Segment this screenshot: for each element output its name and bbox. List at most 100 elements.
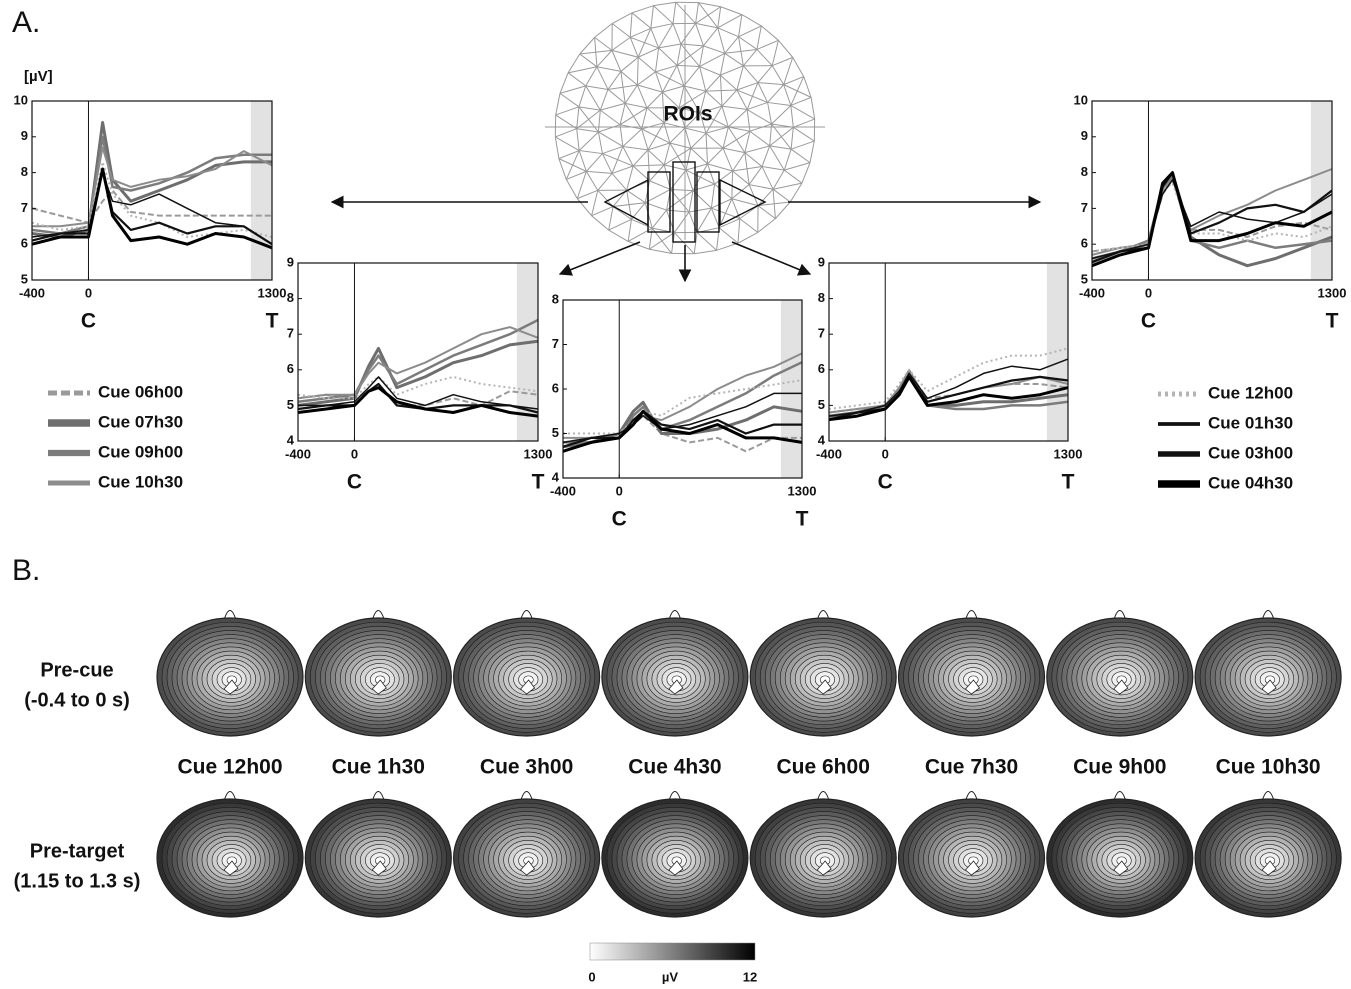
row-sublabel: (1.15 to 1.3 s) (14, 870, 141, 892)
mesh-line (733, 171, 750, 185)
mesh-line (625, 103, 642, 129)
colorbar-min: 0 (588, 969, 595, 984)
mesh-line (568, 67, 597, 73)
mesh-line (737, 66, 743, 90)
mesh-line (681, 23, 696, 44)
column-label: Cue 6h00 (777, 756, 870, 779)
y-tick-label: 8 (287, 290, 294, 305)
erp-line (563, 362, 802, 442)
y-tick-label: 7 (1081, 200, 1088, 215)
mesh-line (620, 125, 623, 147)
mesh-line (637, 57, 638, 85)
mesh-line (750, 124, 772, 131)
mesh-line (757, 49, 772, 65)
mesh-line (673, 24, 681, 44)
mesh-line (651, 6, 654, 29)
topomap (157, 611, 303, 737)
mesh-line (742, 15, 761, 26)
erp-line (298, 320, 538, 402)
mesh-line (738, 232, 758, 243)
mesh-line (633, 150, 648, 166)
mesh-line (761, 26, 778, 40)
y-tick-label: 5 (287, 397, 294, 412)
mesh-line (689, 208, 711, 212)
column-label: Cue 3h00 (480, 756, 573, 779)
mesh-line (647, 108, 664, 123)
colorbar-max: 12 (743, 969, 757, 984)
mesh-line (560, 93, 579, 106)
y-tick-label: 8 (21, 164, 28, 179)
y-tick-label: 8 (552, 291, 559, 306)
mesh-line (637, 85, 647, 108)
mesh-line (577, 190, 597, 198)
mesh-line (768, 102, 772, 124)
event-label: T (1326, 310, 1339, 333)
mesh-line (555, 137, 559, 159)
mesh-line (600, 110, 620, 125)
mesh-line (625, 103, 647, 107)
mesh-line (664, 165, 686, 170)
mesh-line (577, 107, 579, 129)
mesh-line (684, 67, 700, 86)
mesh-line (677, 46, 703, 66)
mesh-line (770, 146, 791, 149)
mesh-line (784, 57, 793, 84)
x-tick-label: -400 (816, 446, 842, 461)
mesh-line (700, 53, 725, 66)
mesh-line (791, 105, 794, 127)
x-tick-label: 0 (882, 446, 889, 461)
mesh-line (638, 57, 655, 72)
mesh-line (718, 7, 721, 28)
y-tick-label: 4 (287, 432, 295, 447)
mesh-line (597, 67, 621, 72)
x-tick-label: 0 (351, 446, 358, 461)
mesh-line (720, 75, 737, 90)
mesh-line (762, 167, 784, 171)
y-tick-label: 5 (1081, 271, 1088, 286)
mesh-line (642, 129, 670, 143)
mesh-line (648, 150, 664, 165)
mesh-line (650, 181, 671, 190)
mesh-line (612, 24, 630, 38)
mesh-line (790, 183, 802, 202)
shaded-window (781, 300, 802, 478)
topomap (157, 792, 303, 918)
mesh-line (686, 148, 691, 170)
mesh-line (758, 83, 784, 85)
mesh-line (757, 40, 778, 49)
x-tick-label: -400 (19, 285, 45, 300)
mesh-line (737, 83, 758, 90)
mesh-line (723, 148, 745, 152)
mesh-line (577, 129, 599, 132)
x-tick-label: -400 (1079, 285, 1105, 300)
topomap (1047, 792, 1193, 918)
x-tick-label: -400 (285, 446, 311, 461)
mesh-line (568, 73, 586, 86)
mesh-line (697, 208, 711, 232)
topomap (602, 611, 748, 737)
colorbar-unit: µV (662, 969, 678, 984)
mesh-line (689, 191, 693, 212)
mesh-line (762, 167, 773, 190)
mesh-line (670, 128, 685, 143)
mesh-line (708, 164, 733, 171)
event-label: T (532, 471, 545, 494)
mesh-line (598, 132, 602, 154)
mesh-line (586, 67, 597, 86)
mesh-line (677, 65, 700, 66)
mesh-line (627, 166, 633, 190)
shaded-window (251, 101, 272, 280)
mesh-line (598, 132, 622, 146)
mesh-line (768, 102, 791, 105)
mesh-line (743, 49, 757, 65)
mesh-line (696, 23, 704, 45)
erp-line (32, 169, 272, 244)
mesh-line (633, 166, 650, 181)
mesh-line (773, 189, 790, 202)
mesh-line (700, 46, 704, 67)
mesh-line (632, 6, 653, 13)
mesh-line (810, 141, 814, 163)
mesh-line (791, 149, 810, 162)
x-tick-label: -400 (550, 483, 576, 498)
column-label: Cue 4h30 (628, 756, 721, 779)
